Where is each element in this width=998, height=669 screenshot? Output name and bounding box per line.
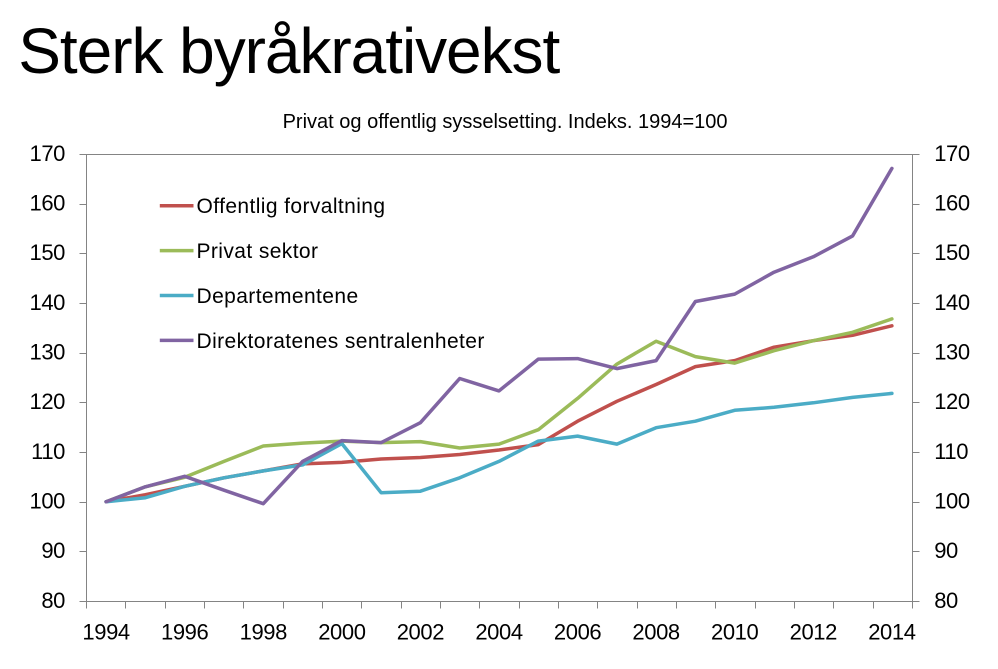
- svg-text:170: 170: [934, 141, 970, 166]
- svg-text:170: 170: [29, 141, 65, 166]
- svg-text:Sterk byråkrativekst: Sterk byråkrativekst: [18, 15, 560, 87]
- svg-text:1998: 1998: [240, 619, 288, 644]
- svg-text:100: 100: [934, 489, 970, 514]
- svg-text:2000: 2000: [318, 619, 366, 644]
- svg-text:Privat og offentlig sysselsett: Privat og offentlig sysselsetting. Indek…: [283, 111, 728, 133]
- svg-text:1996: 1996: [161, 619, 209, 644]
- svg-text:150: 150: [934, 240, 970, 265]
- svg-text:1994: 1994: [82, 619, 130, 644]
- svg-text:80: 80: [41, 588, 65, 613]
- svg-text:130: 130: [29, 340, 65, 365]
- svg-text:Privat sektor: Privat sektor: [197, 240, 319, 263]
- svg-text:2002: 2002: [397, 619, 445, 644]
- svg-text:120: 120: [29, 389, 65, 414]
- svg-text:110: 110: [934, 439, 968, 464]
- svg-text:160: 160: [29, 191, 65, 216]
- svg-text:150: 150: [29, 240, 65, 265]
- svg-text:Departementene: Departementene: [197, 285, 359, 308]
- svg-text:140: 140: [934, 290, 970, 315]
- svg-text:2004: 2004: [475, 619, 523, 644]
- svg-text:Direktoratenes sentralenheter: Direktoratenes sentralenheter: [197, 330, 485, 353]
- svg-text:2014: 2014: [868, 619, 916, 644]
- svg-text:80: 80: [934, 588, 958, 613]
- svg-text:90: 90: [934, 538, 958, 563]
- svg-text:90: 90: [41, 538, 65, 563]
- svg-text:160: 160: [934, 191, 970, 216]
- svg-text:2006: 2006: [554, 619, 602, 644]
- svg-text:130: 130: [934, 340, 970, 365]
- svg-text:2008: 2008: [632, 619, 680, 644]
- svg-text:120: 120: [934, 389, 970, 414]
- svg-text:Offentlig forvaltning: Offentlig forvaltning: [197, 195, 386, 218]
- svg-text:110: 110: [31, 439, 65, 464]
- svg-text:2012: 2012: [790, 619, 838, 644]
- svg-text:140: 140: [29, 290, 65, 315]
- svg-text:100: 100: [29, 489, 65, 514]
- svg-text:2010: 2010: [711, 619, 759, 644]
